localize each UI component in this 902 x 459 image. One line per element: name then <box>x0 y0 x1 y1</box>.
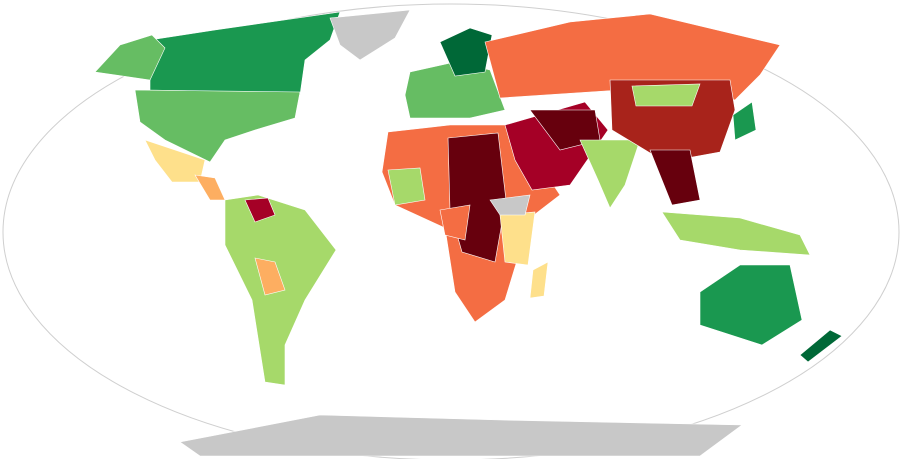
regions <box>94 9 843 457</box>
region <box>329 9 411 61</box>
region <box>661 211 811 256</box>
region <box>439 204 471 241</box>
region <box>94 34 166 81</box>
region <box>489 194 531 216</box>
region <box>134 89 301 163</box>
region <box>484 13 781 101</box>
region <box>799 329 843 363</box>
region <box>529 261 549 299</box>
region <box>254 257 286 296</box>
region <box>387 167 426 206</box>
region <box>649 149 701 206</box>
region <box>244 197 276 223</box>
region <box>699 264 803 346</box>
region <box>144 139 206 183</box>
region <box>179 414 743 457</box>
region <box>732 101 757 141</box>
region <box>631 83 701 107</box>
